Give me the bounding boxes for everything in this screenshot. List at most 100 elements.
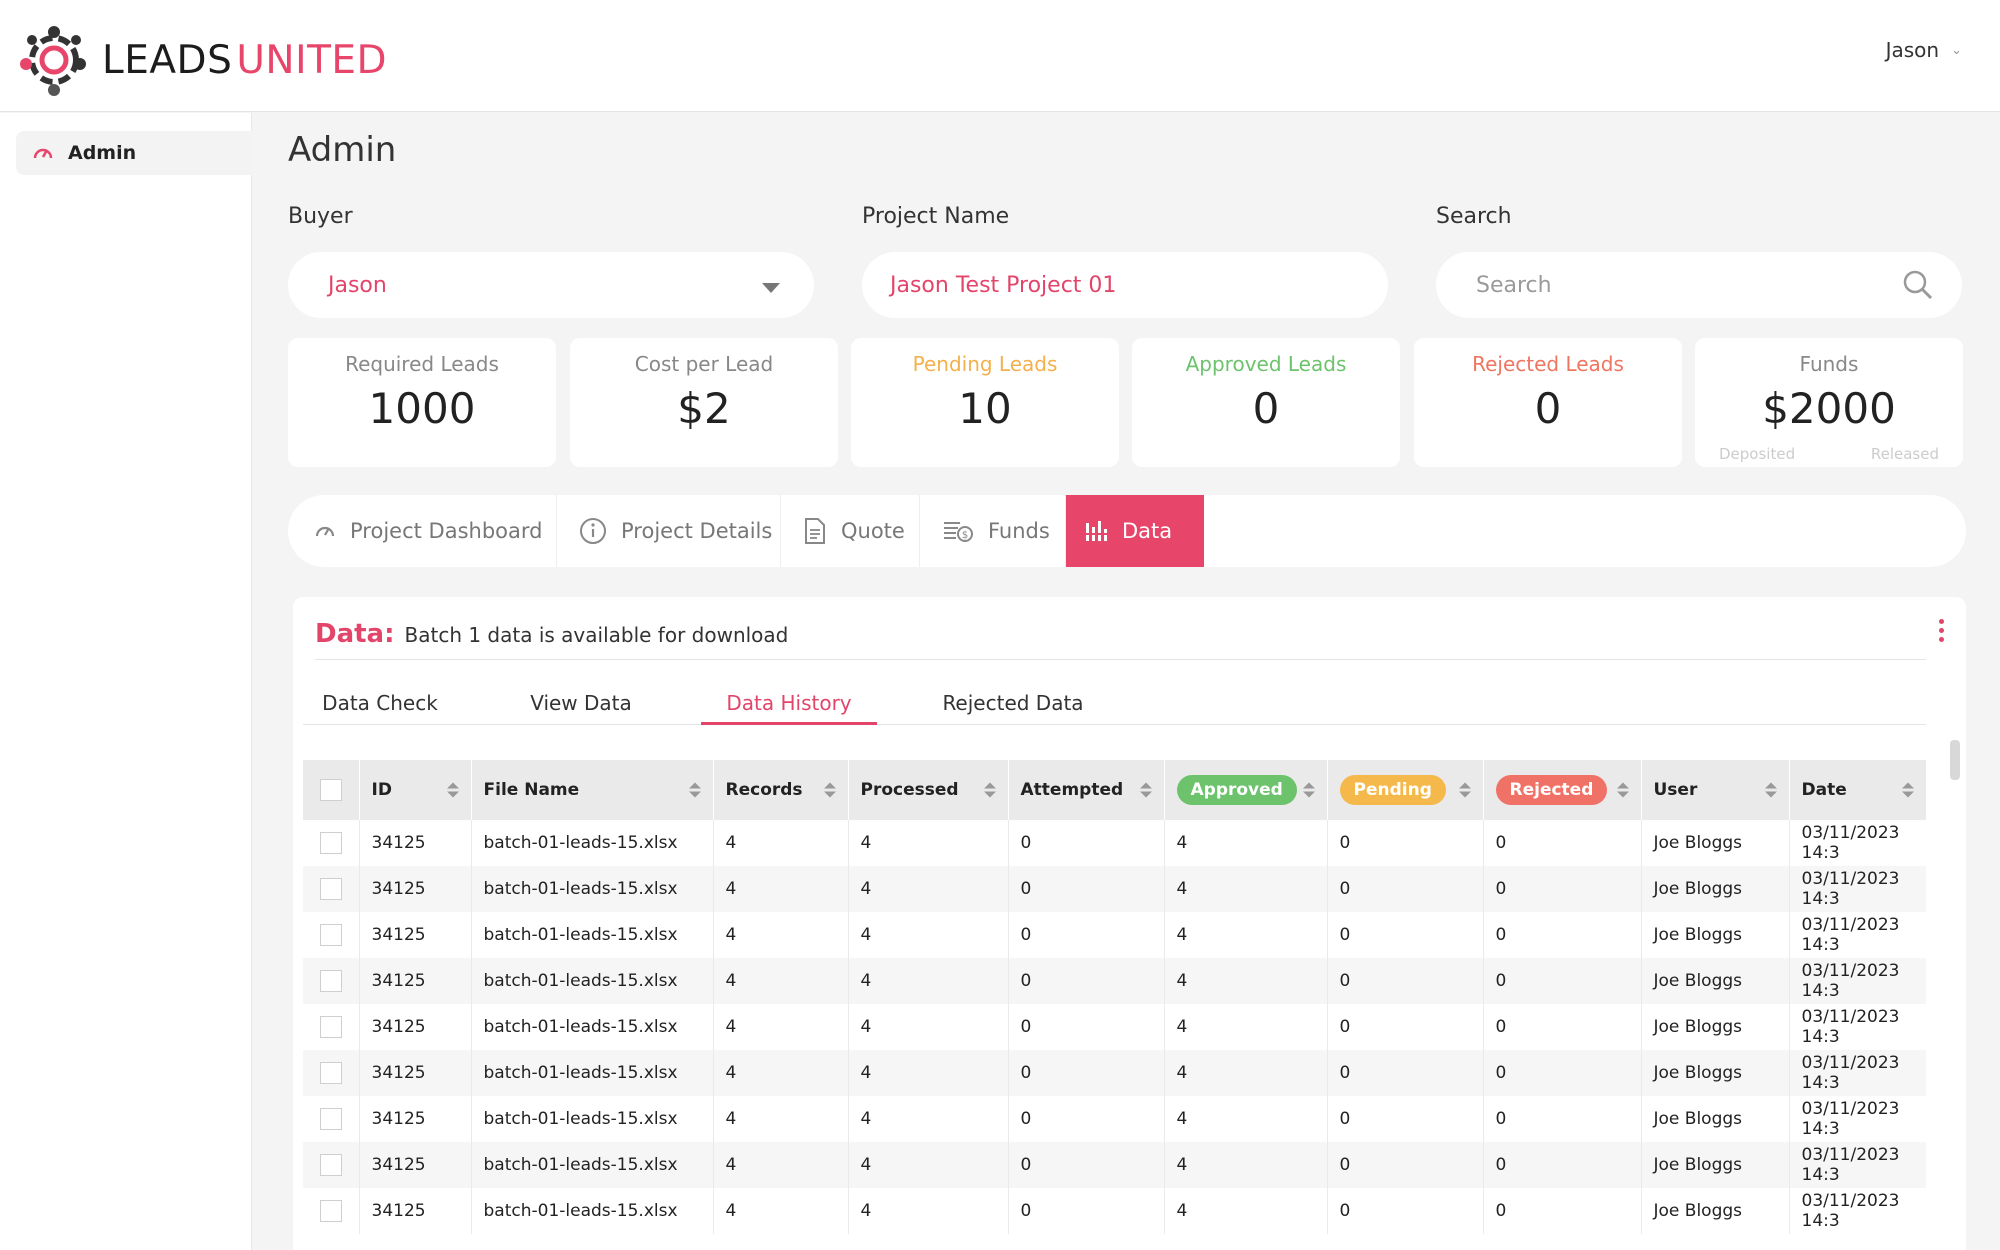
tab-data[interactable]: Data: [1066, 495, 1204, 567]
row-checkbox[interactable]: [319, 924, 342, 946]
table-header-row: ID File Name Records Processed Attempted…: [303, 760, 1926, 820]
sort-icon[interactable]: [1139, 782, 1152, 798]
table-cell: 03/11/2023 14:3: [1789, 958, 1926, 1004]
row-select-cell: [303, 958, 360, 1004]
table-cell: 4: [713, 866, 849, 912]
sidebar-item-label: Admin: [68, 142, 137, 164]
table-row[interactable]: 34125 batch-01-leads-15.xlsx 4 4 0 4 0 0 Joe Blo…: [303, 1004, 1926, 1050]
divider: [315, 659, 1926, 660]
sort-icon[interactable]: [823, 782, 836, 798]
search-icon[interactable]: [1902, 269, 1934, 301]
tab-label: Data: [1122, 519, 1173, 543]
table-row[interactable]: 34125 batch-01-leads-15.xlsx 4 4 0 4 0 0 Joe Blo…: [303, 912, 1926, 958]
column-header-approved[interactable]: Approved: [1164, 760, 1328, 820]
column-header-rejected[interactable]: Rejected: [1483, 760, 1642, 820]
column-header-date[interactable]: Date: [1789, 760, 1926, 820]
table-cell: 0: [1327, 866, 1484, 912]
more-options-icon[interactable]: [1939, 619, 1944, 642]
table-cell: 0: [1327, 1096, 1484, 1142]
sort-icon[interactable]: [1458, 782, 1471, 798]
select-all-cell: [303, 760, 360, 820]
row-checkbox[interactable]: [319, 878, 342, 900]
table-cell: 03/11/2023 14:3: [1789, 1050, 1926, 1096]
tab-funds[interactable]: $ Funds: [920, 495, 1066, 567]
column-header-user[interactable]: User: [1641, 760, 1790, 820]
table-cell: 4: [713, 1050, 849, 1096]
project-name-label: Project Name: [862, 204, 1010, 229]
row-checkbox[interactable]: [319, 1108, 342, 1130]
bar-chart-icon: [1084, 521, 1108, 541]
brand-logo[interactable]: LEADS UNITED: [16, 22, 387, 98]
table-cell: batch-01-leads-15.xlsx: [471, 1096, 714, 1142]
table-cell: 03/11/2023 14:3: [1789, 820, 1926, 866]
table-cell: 0: [1008, 1096, 1165, 1142]
table-row[interactable]: 34125 batch-01-leads-15.xlsx 4 4 0 4 0 0 Joe Blo…: [303, 1050, 1926, 1096]
sort-icon[interactable]: [688, 782, 701, 798]
table-cell: 0: [1008, 1188, 1165, 1234]
row-checkbox[interactable]: [319, 1062, 342, 1084]
project-tab-bar: Project Dashboard Project Details Quote …: [288, 495, 1966, 567]
sort-icon[interactable]: [983, 782, 996, 798]
column-header-records[interactable]: Records: [713, 760, 849, 820]
tab-data-history[interactable]: Data History: [701, 689, 877, 725]
row-checkbox[interactable]: [319, 832, 342, 854]
buyer-select[interactable]: Jason: [288, 252, 814, 318]
brand-word-1: LEADS: [102, 37, 233, 83]
money-icon: $: [944, 522, 973, 542]
user-menu[interactable]: Jason ⌄: [1886, 38, 1962, 62]
table-scrollbar[interactable]: [1950, 740, 1960, 780]
table-row[interactable]: 34125 batch-01-leads-15.xlsx 4 4 0 4 0 0 Joe Blo…: [303, 1096, 1926, 1142]
tab-project-dashboard[interactable]: Project Dashboard: [288, 495, 557, 567]
column-header-processed[interactable]: Processed: [848, 760, 1009, 820]
table-cell: 4: [1164, 912, 1328, 958]
column-label: File Name: [483, 780, 580, 800]
tab-label: Funds: [988, 519, 1050, 543]
column-header-file-name[interactable]: File Name: [471, 760, 714, 820]
table-cell: 34125: [359, 1096, 472, 1142]
tab-view-data[interactable]: View Data: [530, 691, 632, 715]
sidebar-item-admin[interactable]: Admin: [16, 131, 252, 175]
table-cell: 0: [1483, 1050, 1642, 1096]
chevron-down-icon: ⌄: [1951, 42, 1962, 58]
table-cell: 0: [1327, 1050, 1484, 1096]
tab-project-details[interactable]: Project Details: [557, 495, 781, 567]
table-cell: 4: [1164, 1142, 1328, 1188]
tab-rejected-data[interactable]: Rejected Data: [942, 691, 1084, 715]
table-cell: 34125: [359, 958, 472, 1004]
table-cell: 0: [1483, 1142, 1642, 1188]
table-row[interactable]: 34125 batch-01-leads-15.xlsx 4 4 0 4 0 0 Joe Blo…: [303, 1188, 1926, 1234]
row-select-cell: [303, 1188, 360, 1234]
column-header-attempted[interactable]: Attempted: [1008, 760, 1165, 820]
select-all-checkbox[interactable]: [319, 779, 342, 801]
sort-icon[interactable]: [1901, 782, 1914, 798]
table-cell: 0: [1483, 1096, 1642, 1142]
project-name-field[interactable]: Jason Test Project 01: [862, 252, 1388, 318]
row-checkbox[interactable]: [319, 1154, 342, 1176]
search-input[interactable]: Search: [1436, 252, 1962, 318]
row-checkbox[interactable]: [319, 970, 342, 992]
table-row[interactable]: 34125 batch-01-leads-15.xlsx 4 4 0 4 0 0 Joe Blo…: [303, 820, 1926, 866]
gauge-icon: [315, 526, 335, 537]
sort-icon[interactable]: [1616, 782, 1629, 798]
tab-quote[interactable]: Quote: [781, 495, 920, 567]
column-header-id[interactable]: ID: [359, 760, 472, 820]
table-cell: 34125: [359, 1050, 472, 1096]
sort-icon[interactable]: [1302, 782, 1315, 798]
table-row[interactable]: 34125 batch-01-leads-15.xlsx 4 4 0 4 0 0 Joe Blo…: [303, 866, 1926, 912]
table-cell: 0: [1008, 958, 1165, 1004]
table-row[interactable]: 34125 batch-01-leads-15.xlsx 4 4 0 4 0 0 Joe Blo…: [303, 958, 1926, 1004]
table-cell: 4: [848, 1188, 1009, 1234]
sort-icon[interactable]: [1764, 782, 1777, 798]
row-checkbox[interactable]: [319, 1200, 342, 1222]
table-cell: 0: [1008, 912, 1165, 958]
row-checkbox[interactable]: [319, 1016, 342, 1038]
tab-data-check[interactable]: Data Check: [322, 691, 438, 715]
table-cell: 4: [713, 1004, 849, 1050]
buyer-label: Buyer: [288, 204, 353, 229]
stat-label: Required Leads: [345, 352, 499, 376]
sort-icon[interactable]: [446, 782, 459, 798]
column-header-pending[interactable]: Pending: [1327, 760, 1484, 820]
table-row[interactable]: 34125 batch-01-leads-15.xlsx 4 4 0 4 0 0 Joe Blo…: [303, 1142, 1926, 1188]
stat-value: 10: [958, 384, 1012, 433]
data-panel: Data: Batch 1 data is available for down…: [293, 597, 1966, 1250]
